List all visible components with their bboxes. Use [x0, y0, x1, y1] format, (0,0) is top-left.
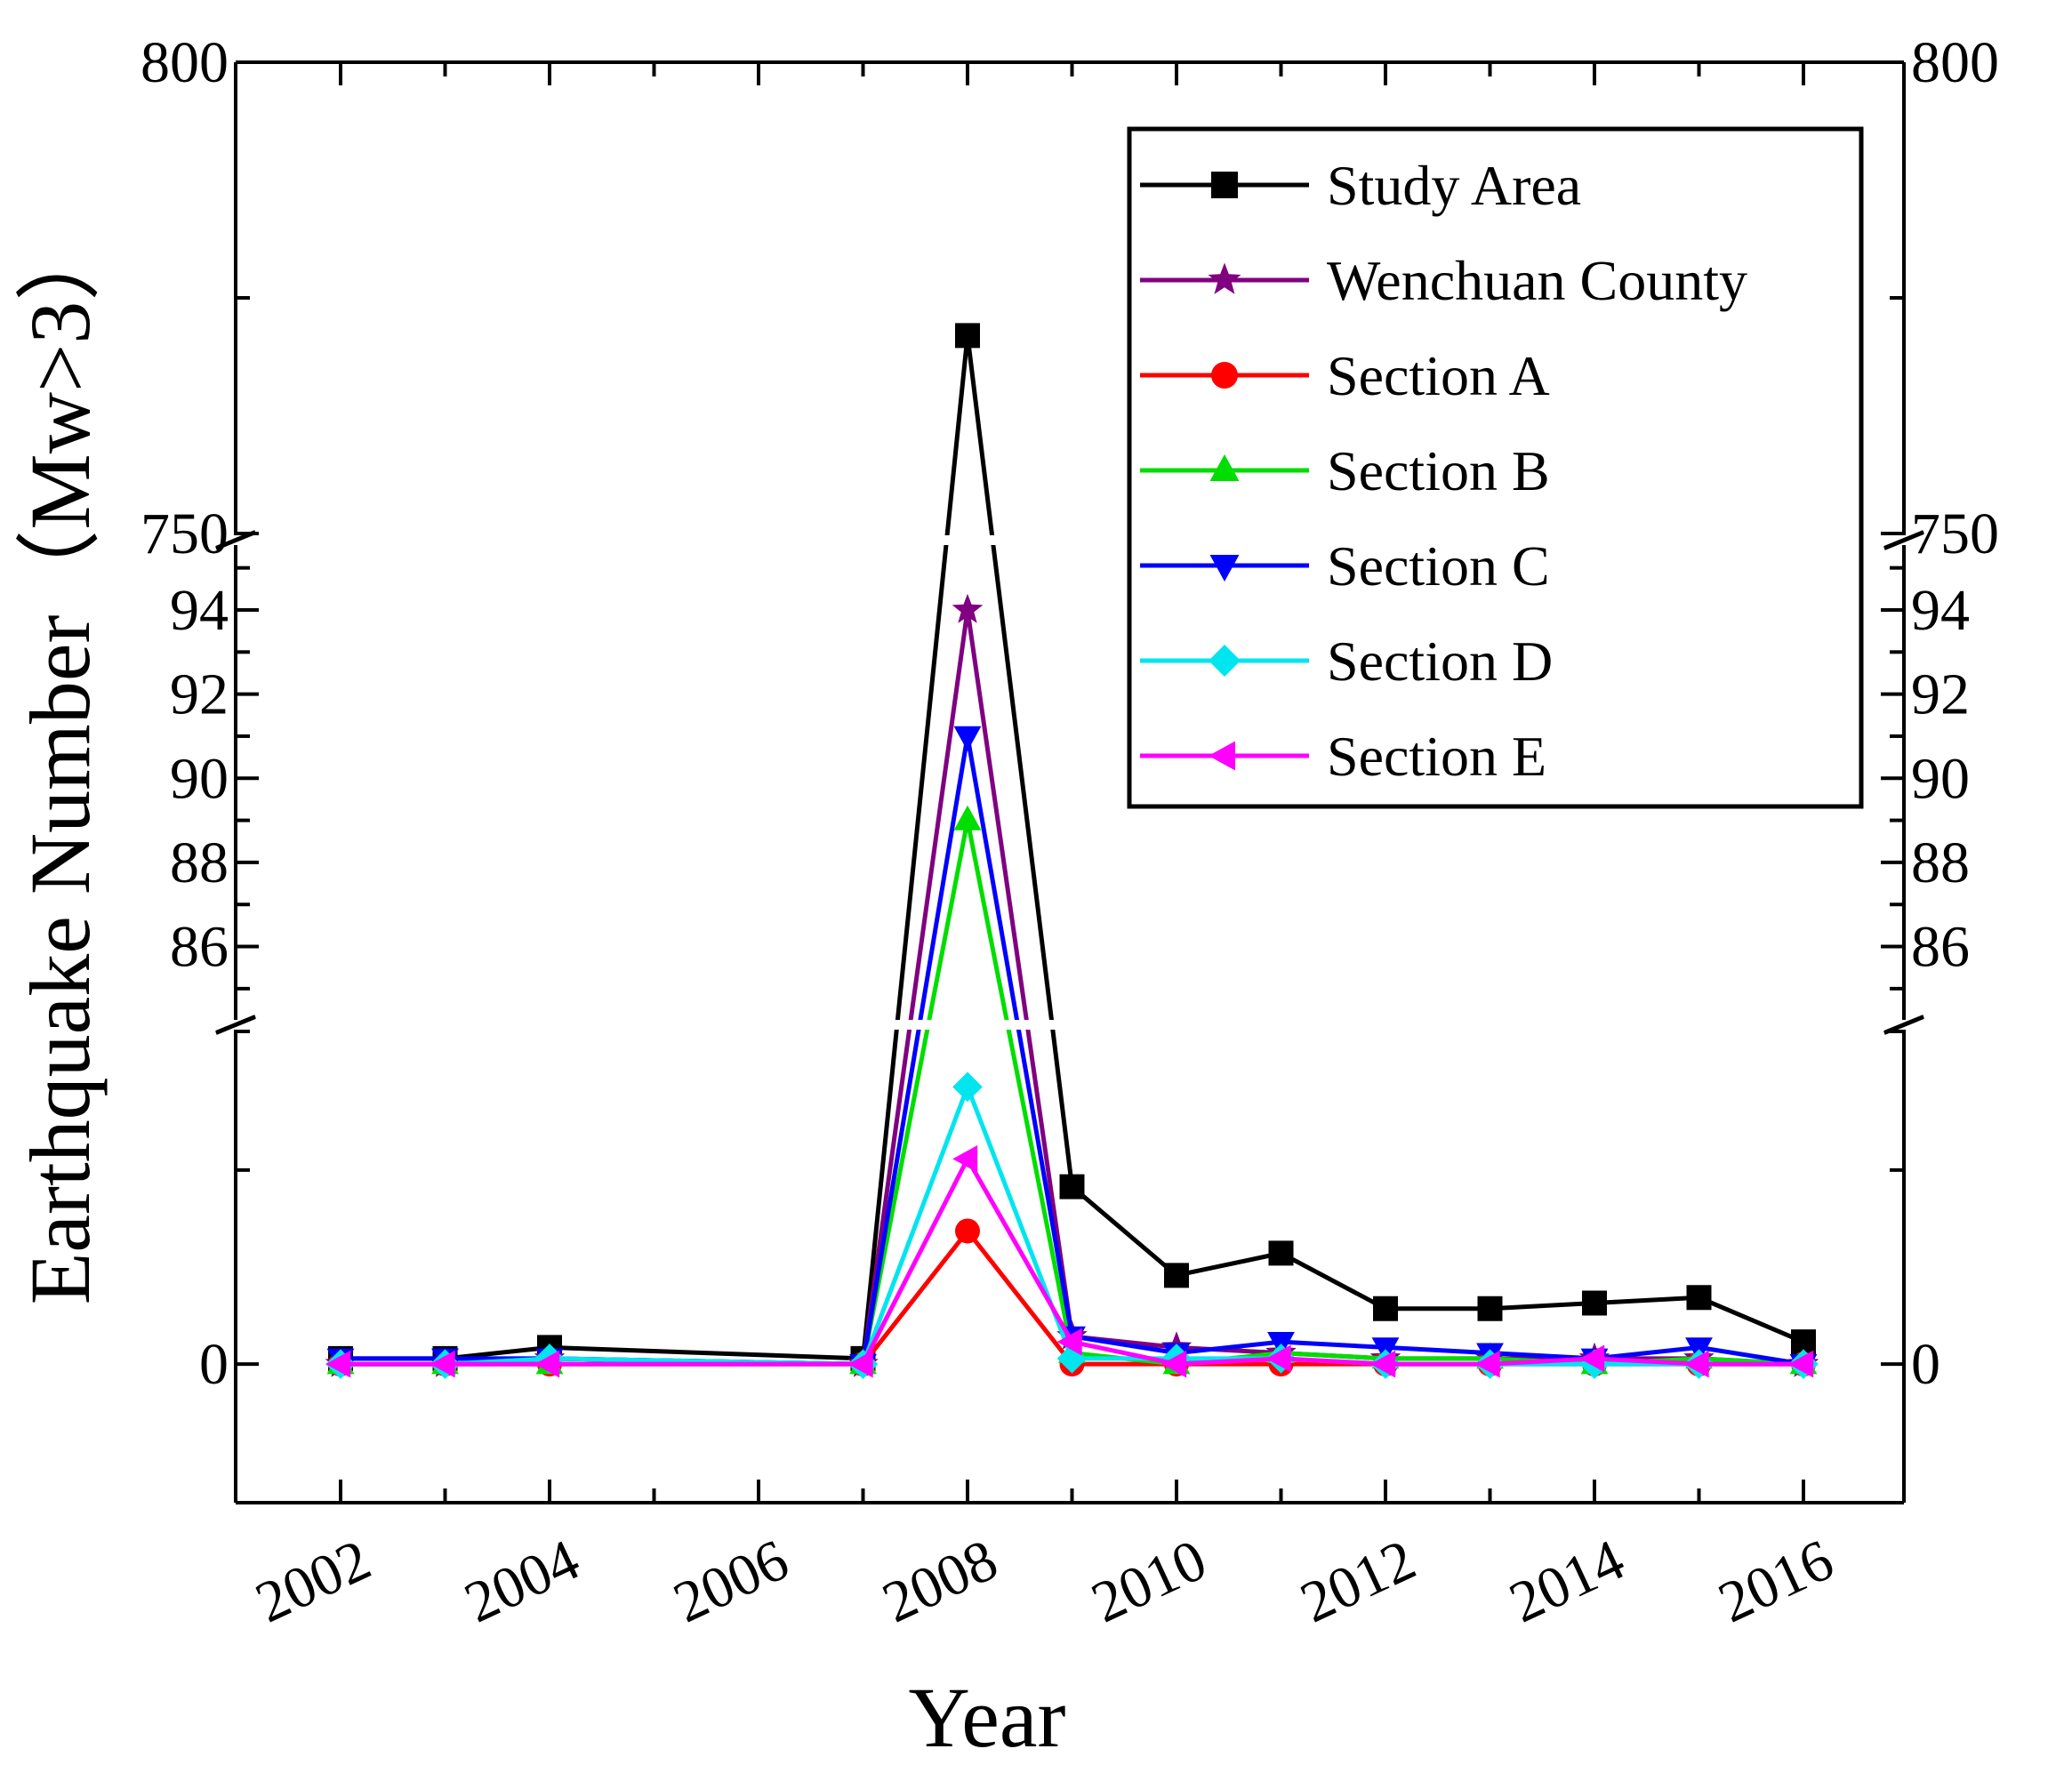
legend-label: Section E	[1327, 725, 1546, 788]
data-point	[1791, 1329, 1816, 1355]
axis-break-band	[232, 535, 1907, 545]
data-point	[1686, 1285, 1712, 1311]
legend-swatch-marker	[1211, 172, 1238, 198]
x-tick-label: 2006	[664, 1527, 798, 1635]
y-tick-label: 86	[170, 915, 229, 980]
legend-label: Wenchuan County	[1327, 249, 1747, 312]
legend-box	[1127, 126, 1864, 809]
series-line	[341, 735, 1804, 1367]
legend-item: Section D	[1140, 630, 1553, 693]
y-tick-label-right: 88	[1911, 830, 1970, 895]
data-point	[952, 1071, 983, 1103]
y-tick-label-right: 750	[1911, 501, 1999, 566]
y-tick-label: 94	[170, 578, 229, 643]
data-point	[1056, 1328, 1082, 1356]
data-point	[1474, 1350, 1500, 1378]
y-tick-label-right: 94	[1911, 578, 1970, 643]
x-tick-label: 2014	[1500, 1527, 1634, 1635]
data-point	[847, 1350, 873, 1378]
series-section-b	[326, 805, 1818, 1375]
data-point	[1683, 1350, 1709, 1378]
legend-label: Section C	[1327, 534, 1550, 598]
y-tick-label-right: 90	[1911, 746, 1970, 811]
legend-swatch-marker	[1209, 454, 1240, 481]
data-point	[1265, 1344, 1291, 1373]
legend-swatch-marker	[1208, 262, 1241, 294]
data-point	[1164, 1263, 1189, 1288]
y-tick-label-right: 86	[1911, 915, 1970, 980]
data-point	[1268, 1240, 1294, 1266]
data-point	[430, 1350, 455, 1378]
data-point	[1477, 1296, 1503, 1321]
data-point	[953, 805, 982, 830]
y-tick-label: 750	[141, 501, 229, 566]
y-axis-title: Earthquake Number（Mw>3）	[12, 216, 108, 1305]
data-point	[955, 323, 980, 349]
legend-item: Study Area	[1140, 154, 1581, 217]
legend-swatch-marker	[1209, 555, 1240, 582]
data-point	[952, 1145, 978, 1173]
data-point	[1373, 1296, 1398, 1321]
data-point	[1161, 1350, 1187, 1378]
plot-frame	[234, 60, 1906, 1504]
y-tick-label: 800	[141, 30, 229, 95]
legend-item: Wenchuan County	[1140, 249, 1747, 312]
x-tick-label: 2002	[246, 1527, 380, 1635]
series-section-c	[326, 726, 1818, 1379]
data-point	[325, 1350, 351, 1378]
legend-item: Section C	[1140, 534, 1550, 598]
data-point	[955, 1218, 980, 1244]
series-section-e	[325, 1145, 1814, 1378]
legend-item: Section A	[1140, 344, 1550, 407]
axis-break-slash	[215, 1015, 256, 1035]
legend-item: Section B	[1140, 439, 1550, 502]
data-point	[1579, 1344, 1605, 1373]
legend: Study Area Wenchuan County Section A Sectio…	[1127, 126, 1864, 809]
y-tick-label: 90	[170, 746, 229, 811]
x-tick-label: 2010	[1082, 1527, 1216, 1635]
data-point	[534, 1350, 560, 1378]
y-tick-label: 92	[170, 662, 229, 727]
data-point	[1582, 1290, 1607, 1316]
y-tick-label: 0	[199, 1332, 229, 1397]
legend-label: Section B	[1327, 439, 1550, 502]
legend-swatch-marker	[1209, 645, 1241, 677]
legend-label: Study Area	[1327, 154, 1581, 217]
y-tick-label-right: 92	[1911, 662, 1970, 727]
data-point	[1059, 1174, 1085, 1199]
y-tick-label: 88	[170, 830, 229, 895]
series-line	[341, 820, 1804, 1367]
x-tick-label: 2008	[873, 1527, 1007, 1635]
x-axis-title: Year	[909, 1670, 1066, 1765]
axis-break-band	[232, 1020, 1907, 1030]
legend-label: Section D	[1327, 630, 1553, 693]
y-tick-label-right: 0	[1911, 1332, 1940, 1397]
axis-break-slash	[1883, 531, 1924, 550]
x-tick-label: 2016	[1709, 1527, 1843, 1635]
x-tick-label: 2012	[1291, 1527, 1425, 1635]
legend-swatch-marker	[1211, 362, 1238, 389]
data-point	[952, 593, 984, 623]
legend-item: Section E	[1140, 725, 1546, 788]
data-point	[1370, 1350, 1396, 1378]
data-point	[1788, 1350, 1814, 1378]
data-point	[953, 726, 982, 751]
x-tick-label: 2004	[455, 1527, 589, 1635]
legend-label: Section A	[1327, 344, 1550, 407]
legend-swatch-marker	[1209, 741, 1235, 771]
y-tick-label-right: 800	[1911, 30, 1999, 95]
series-layer	[325, 323, 1819, 1379]
